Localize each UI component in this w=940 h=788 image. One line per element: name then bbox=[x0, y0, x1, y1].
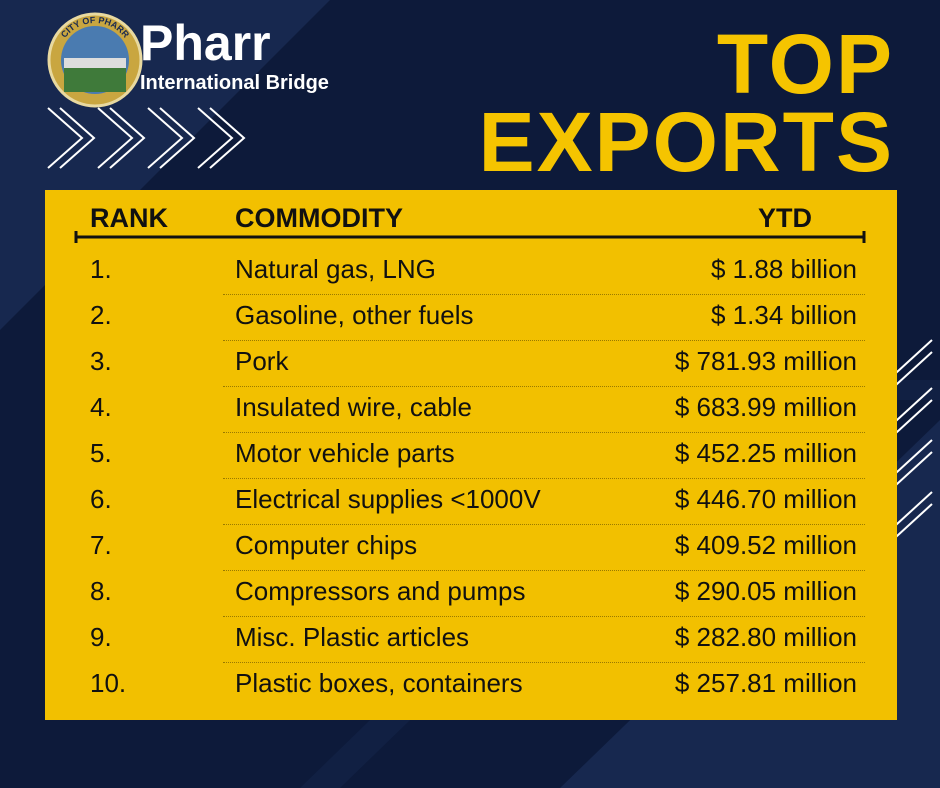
row-separator bbox=[223, 524, 865, 525]
rank: 8. bbox=[90, 576, 112, 606]
commodity: Plastic boxes, containers bbox=[235, 668, 523, 698]
table: RANK COMMODITY YTD 1. Natural gas, LNG $ 1… bbox=[45, 190, 897, 720]
commodity: Natural gas, LNG bbox=[235, 254, 436, 284]
ytd-value: $ 781.93 million bbox=[674, 346, 857, 376]
ytd-value: $ 446.70 million bbox=[674, 484, 857, 514]
commodity: Motor vehicle parts bbox=[235, 438, 455, 468]
commodity: Compressors and pumps bbox=[235, 576, 526, 606]
row-separator bbox=[223, 432, 865, 433]
title-line: EXPORTS bbox=[478, 95, 894, 189]
column-header: RANK bbox=[90, 203, 168, 233]
rank: 9. bbox=[90, 622, 112, 652]
rank: 4. bbox=[90, 392, 112, 422]
commodity: Computer chips bbox=[235, 530, 418, 560]
seal: CITY OF PHARR bbox=[59, 15, 132, 40]
rank: 7. bbox=[90, 530, 112, 560]
commodity: Misc. Plastic articles bbox=[235, 622, 470, 652]
commodity: Insulated wire, cable bbox=[235, 392, 473, 422]
ytd-value: $ 683.99 million bbox=[674, 392, 857, 422]
row-separator bbox=[223, 386, 865, 387]
ytd-value: $ 409.52 million bbox=[674, 530, 857, 560]
commodity: Pork bbox=[235, 346, 289, 376]
ytd-value: $ 257.81 million bbox=[674, 668, 857, 698]
ytd-value: $ 452.25 million bbox=[674, 438, 857, 468]
ytd-value: $ 1.34 billion bbox=[711, 300, 857, 330]
ytd-value: $ 290.05 million bbox=[674, 576, 857, 606]
row-separator bbox=[223, 616, 865, 617]
row-separator bbox=[223, 570, 865, 571]
rank: 3. bbox=[90, 346, 112, 376]
logo-name: Pharr bbox=[140, 15, 271, 71]
rank: 6. bbox=[90, 484, 112, 514]
row-separator bbox=[223, 340, 865, 341]
title-line: TOP bbox=[716, 17, 894, 111]
header-rule bbox=[74, 231, 866, 243]
commodity: Electrical supplies <1000V bbox=[235, 484, 541, 514]
ytd-value: $ 1.88 billion bbox=[711, 254, 857, 284]
rank: 2. bbox=[90, 300, 112, 330]
row-separator bbox=[223, 662, 865, 663]
rank: 1. bbox=[90, 254, 112, 284]
column-header: COMMODITY bbox=[235, 203, 403, 233]
logo-subtitle: International Bridge bbox=[140, 72, 329, 94]
svg-text:CITY OF PHARR: CITY OF PHARR bbox=[59, 15, 132, 40]
rank: 10. bbox=[90, 668, 127, 698]
row-separator bbox=[223, 294, 865, 295]
column-header: YTD bbox=[758, 203, 812, 233]
row-separator bbox=[223, 478, 865, 479]
rank: 5. bbox=[90, 438, 112, 468]
seal-text: CITY OF PHARR bbox=[59, 15, 132, 40]
commodity: Gasoline, other fuels bbox=[235, 300, 474, 330]
ytd-value: $ 282.80 million bbox=[674, 622, 857, 652]
